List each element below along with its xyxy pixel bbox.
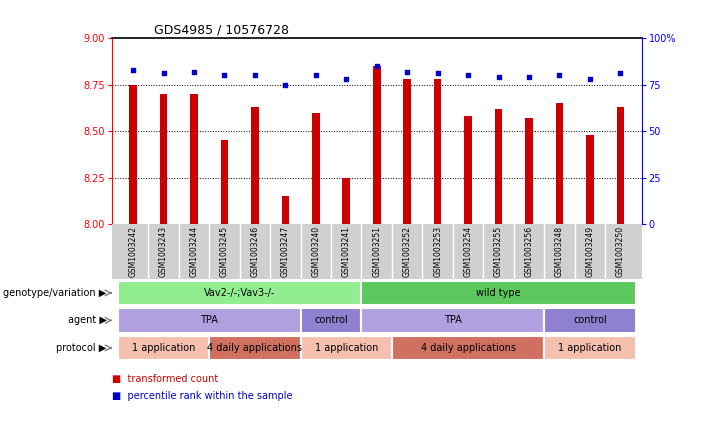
- Point: [128, 66, 139, 73]
- Bar: [221, 140, 229, 224]
- Point: [492, 74, 504, 80]
- Bar: [251, 107, 259, 224]
- Text: 1 application: 1 application: [132, 343, 195, 353]
- Text: TPA: TPA: [200, 316, 218, 325]
- Point: [249, 72, 261, 79]
- Point: [614, 70, 626, 77]
- Bar: [301, 308, 361, 333]
- Bar: [544, 335, 636, 360]
- Bar: [281, 196, 289, 224]
- Text: GSM1003245: GSM1003245: [220, 226, 229, 277]
- Point: [371, 63, 383, 69]
- Text: GSM1003252: GSM1003252: [403, 226, 412, 277]
- Text: GSM1003248: GSM1003248: [555, 226, 564, 277]
- Text: agent ▶: agent ▶: [68, 316, 107, 325]
- Text: Vav2-/-;Vav3-/-: Vav2-/-;Vav3-/-: [204, 288, 275, 298]
- Bar: [342, 178, 350, 224]
- Text: 1 application: 1 application: [558, 343, 622, 353]
- Point: [310, 72, 322, 79]
- Text: control: control: [573, 316, 607, 325]
- Text: GSM1003251: GSM1003251: [372, 226, 381, 277]
- Text: GSM1003250: GSM1003250: [616, 226, 625, 277]
- Text: GSM1003246: GSM1003246: [250, 226, 260, 277]
- Text: GSM1003240: GSM1003240: [311, 226, 320, 277]
- Text: 1 application: 1 application: [314, 343, 378, 353]
- Text: control: control: [314, 316, 348, 325]
- Bar: [312, 113, 319, 224]
- Text: GSM1003249: GSM1003249: [585, 226, 594, 277]
- Bar: [392, 335, 544, 360]
- Bar: [190, 94, 198, 224]
- Bar: [556, 103, 563, 224]
- Text: TPA: TPA: [444, 316, 461, 325]
- Point: [280, 81, 291, 88]
- Text: wild type: wild type: [477, 288, 521, 298]
- Point: [432, 70, 443, 77]
- Point: [340, 76, 352, 82]
- Bar: [495, 109, 503, 224]
- Text: ■  percentile rank within the sample: ■ percentile rank within the sample: [112, 390, 292, 401]
- Text: protocol ▶: protocol ▶: [56, 343, 107, 353]
- Text: GSM1003244: GSM1003244: [190, 226, 198, 277]
- Bar: [118, 335, 209, 360]
- Point: [462, 72, 474, 79]
- Text: GSM1003255: GSM1003255: [494, 226, 503, 277]
- Point: [523, 74, 535, 80]
- Text: GDS4985 / 10576728: GDS4985 / 10576728: [154, 24, 289, 37]
- Point: [584, 76, 596, 82]
- Point: [158, 70, 169, 77]
- Bar: [544, 308, 636, 333]
- Text: GSM1003254: GSM1003254: [464, 226, 472, 277]
- Text: ■  transformed count: ■ transformed count: [112, 374, 218, 384]
- Bar: [301, 335, 392, 360]
- Text: 4 daily applications: 4 daily applications: [420, 343, 516, 353]
- Bar: [129, 85, 137, 224]
- Bar: [616, 107, 624, 224]
- Text: genotype/variation ▶: genotype/variation ▶: [3, 288, 107, 298]
- Bar: [361, 280, 636, 305]
- Bar: [586, 135, 593, 224]
- Point: [402, 68, 413, 75]
- Bar: [361, 308, 544, 333]
- Bar: [373, 66, 381, 224]
- Text: GSM1003253: GSM1003253: [433, 226, 442, 277]
- Bar: [403, 79, 411, 224]
- Bar: [434, 79, 441, 224]
- Text: GSM1003256: GSM1003256: [524, 226, 534, 277]
- Point: [218, 72, 230, 79]
- Bar: [160, 94, 167, 224]
- Bar: [209, 335, 301, 360]
- Point: [554, 72, 565, 79]
- Point: [188, 68, 200, 75]
- Text: GSM1003243: GSM1003243: [159, 226, 168, 277]
- Bar: [525, 118, 533, 224]
- Text: GSM1003241: GSM1003241: [342, 226, 350, 277]
- Bar: [464, 116, 472, 224]
- Text: GSM1003247: GSM1003247: [281, 226, 290, 277]
- Text: GSM1003242: GSM1003242: [128, 226, 138, 277]
- Bar: [118, 308, 301, 333]
- Text: 4 daily applications: 4 daily applications: [208, 343, 302, 353]
- Bar: [118, 280, 361, 305]
